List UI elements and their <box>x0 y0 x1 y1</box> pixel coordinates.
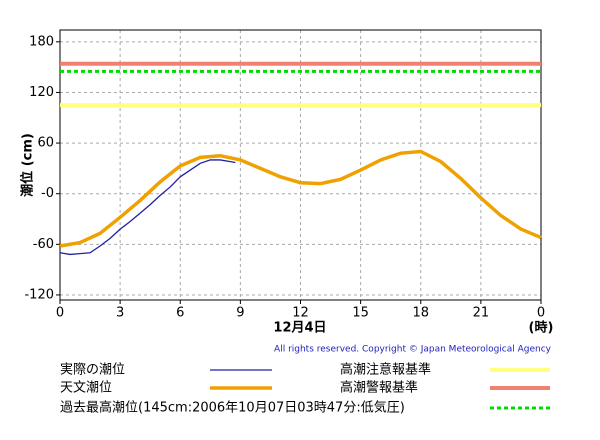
y-tick-label: -60 <box>33 237 54 252</box>
y-tick-label: 60 <box>37 136 54 151</box>
x-tick-label: 12 <box>292 306 309 321</box>
x-tick-label: 6 <box>176 306 184 321</box>
copyright: All rights reserved. Copyright © Japan M… <box>274 345 552 355</box>
y-tick-label: -120 <box>24 287 54 302</box>
x-tick-label: 21 <box>473 306 490 321</box>
legend-label: 天文潮位 <box>60 381 112 396</box>
y-tick-label: -0 <box>41 186 54 201</box>
x-axis-label: 12月4日 <box>273 321 326 336</box>
series-line <box>59 149 542 248</box>
legend-label: 高潮警報基準 <box>340 380 418 396</box>
series-line <box>59 159 236 256</box>
x-tick-label: 9 <box>236 306 244 321</box>
y-axis-label: 潮位 (cm) <box>20 133 36 197</box>
legend-label: 過去最高潮位(145cm:2006年10月07日03時47分:低気圧) <box>60 400 405 416</box>
x-tick-label: 3 <box>116 306 124 321</box>
x-tick-label: 18 <box>412 306 429 321</box>
x-tick-label: 0 <box>537 306 545 321</box>
x-unit: (時) <box>529 320 554 336</box>
x-tick-label: 0 <box>56 306 64 321</box>
legend-label: 実際の潮位 <box>60 362 125 378</box>
plot-frame <box>59 29 542 301</box>
legend-label: 高潮注意報基準 <box>340 362 431 378</box>
y-tick-label: 120 <box>29 85 54 100</box>
y-tick-label: 180 <box>29 34 54 49</box>
x-tick-label: 15 <box>352 306 369 321</box>
